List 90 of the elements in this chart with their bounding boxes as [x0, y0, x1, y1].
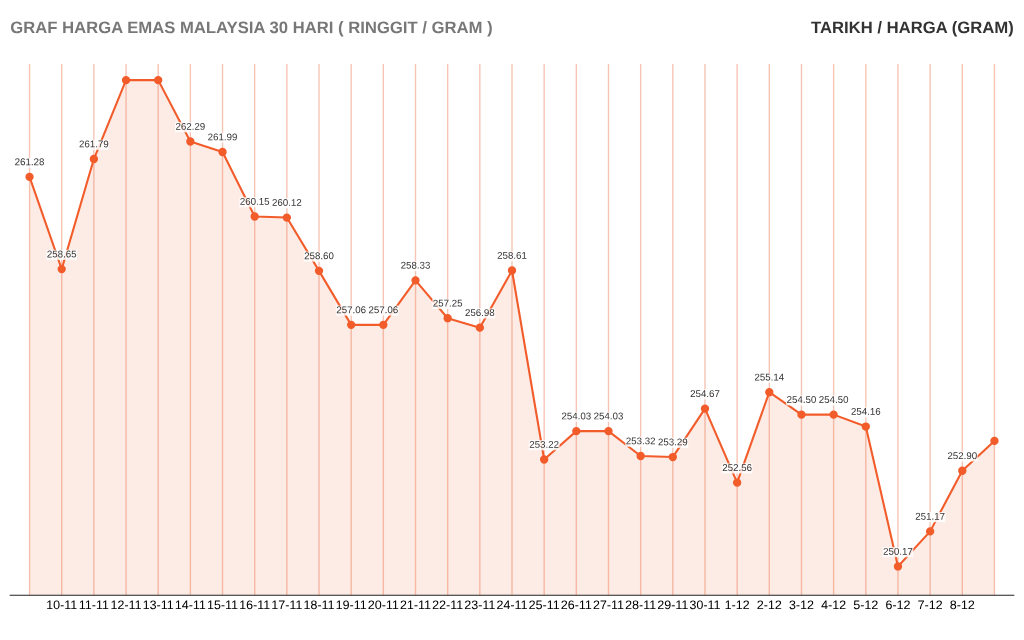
data-label: 257.25: [433, 299, 463, 307]
point: [314, 266, 324, 276]
data-label: 253.22: [529, 440, 559, 448]
x-tick-label: 6-12: [886, 600, 910, 610]
data-label: 257.06: [368, 306, 398, 314]
data-label: 261.79: [79, 140, 109, 148]
point: [732, 478, 742, 487]
point: [250, 212, 259, 221]
x-tick-label: 3-12: [789, 600, 814, 610]
data-label: 254.50: [787, 396, 816, 403]
x-tick-label: 19-11: [336, 600, 367, 610]
point: [636, 451, 645, 461]
point: [218, 147, 227, 157]
x-tick-label: 15-11: [207, 600, 238, 610]
point: [443, 314, 452, 323]
point: [958, 466, 967, 475]
x-tick-label: 22-11: [432, 600, 463, 610]
x-tick-label: 18-11: [304, 600, 334, 610]
data-label: 252.90: [947, 452, 977, 460]
point: [475, 323, 485, 332]
data-label: 256.98: [465, 309, 495, 317]
x-tick-label: 5-12: [853, 600, 878, 610]
point: [990, 436, 999, 446]
data-label: 254.50: [819, 396, 849, 403]
point: [893, 562, 903, 571]
point: [572, 426, 581, 436]
data-label: 260.15: [240, 197, 270, 205]
data-label: 252.56: [722, 464, 752, 471]
point: [379, 320, 388, 330]
x-tick-label: 17-11: [272, 600, 302, 610]
point: [121, 75, 131, 85]
point: [186, 137, 195, 146]
point: [700, 404, 710, 413]
point: [282, 213, 292, 222]
x-tick-label: 24-11: [497, 600, 527, 610]
x-tick-label: 28-11: [625, 600, 656, 610]
x-tick-label: 23-11: [464, 600, 495, 610]
point: [668, 452, 677, 462]
x-tick-label: 7-12: [918, 600, 943, 610]
text: TARIKH / HARGA (GRAM): [811, 21, 1013, 37]
x-tick-label: 21-11: [400, 600, 431, 610]
x-tick-label: 12-11: [111, 600, 141, 610]
x-tick-label: 16-11: [240, 600, 270, 610]
data-label: 260.12: [272, 199, 302, 206]
data-label: 254.16: [851, 408, 881, 415]
x-tick-label: 2-12: [757, 600, 782, 610]
data-label: 262.29: [175, 122, 205, 130]
data-label: 250.17: [883, 547, 913, 555]
point: [411, 276, 420, 285]
point: [347, 320, 356, 330]
data-label: 261.28: [15, 158, 44, 166]
x-tick-label: 30-11: [689, 600, 720, 610]
data-label: 254.03: [594, 412, 623, 420]
point: [861, 422, 870, 431]
point: [154, 75, 163, 85]
x-tick-label: 26-11: [561, 600, 592, 610]
point: [925, 527, 935, 536]
x-tick-label: 29-11: [657, 600, 688, 610]
data-label: 251.17: [915, 512, 945, 520]
data-label: 253.29: [658, 438, 688, 446]
x-tick-label: 11-11: [79, 600, 109, 610]
point: [829, 410, 838, 419]
point: [765, 388, 774, 397]
point: [539, 455, 549, 464]
data-label: 254.03: [561, 412, 591, 420]
data-label: 258.61: [497, 251, 527, 259]
x-tick-label: 20-11: [368, 600, 399, 610]
x-tick-label: 27-11: [593, 600, 624, 610]
data-label: 258.33: [401, 261, 430, 269]
data-label: 257.06: [336, 306, 366, 314]
x-tick-label: 14-11: [175, 600, 206, 610]
point: [797, 410, 806, 419]
x-tick-label: 13-11: [143, 600, 174, 610]
point: [57, 264, 66, 274]
x-tick-label: 25-11: [529, 600, 560, 610]
point: [604, 426, 613, 436]
x-tick-label: 10-11: [47, 600, 77, 610]
data-label: 261.99: [208, 133, 237, 141]
point: [507, 266, 517, 275]
data-label: 258.60: [304, 252, 334, 260]
data-label: 255.14: [754, 373, 784, 381]
point: [89, 154, 99, 164]
chart-title: GRAF HARGA EMAS MALAYSIA 30 HARI ( RINGGIT / GRAM ): [10, 21, 492, 37]
data-label: 258.65: [47, 250, 77, 258]
x-tick-label: 8-12: [950, 600, 975, 610]
x-tick-label: 4-12: [821, 600, 846, 610]
point: [25, 172, 34, 182]
x-tick-label: 1-12: [725, 600, 750, 610]
data-label: 254.67: [690, 390, 720, 398]
data-label: 253.32: [626, 437, 656, 445]
